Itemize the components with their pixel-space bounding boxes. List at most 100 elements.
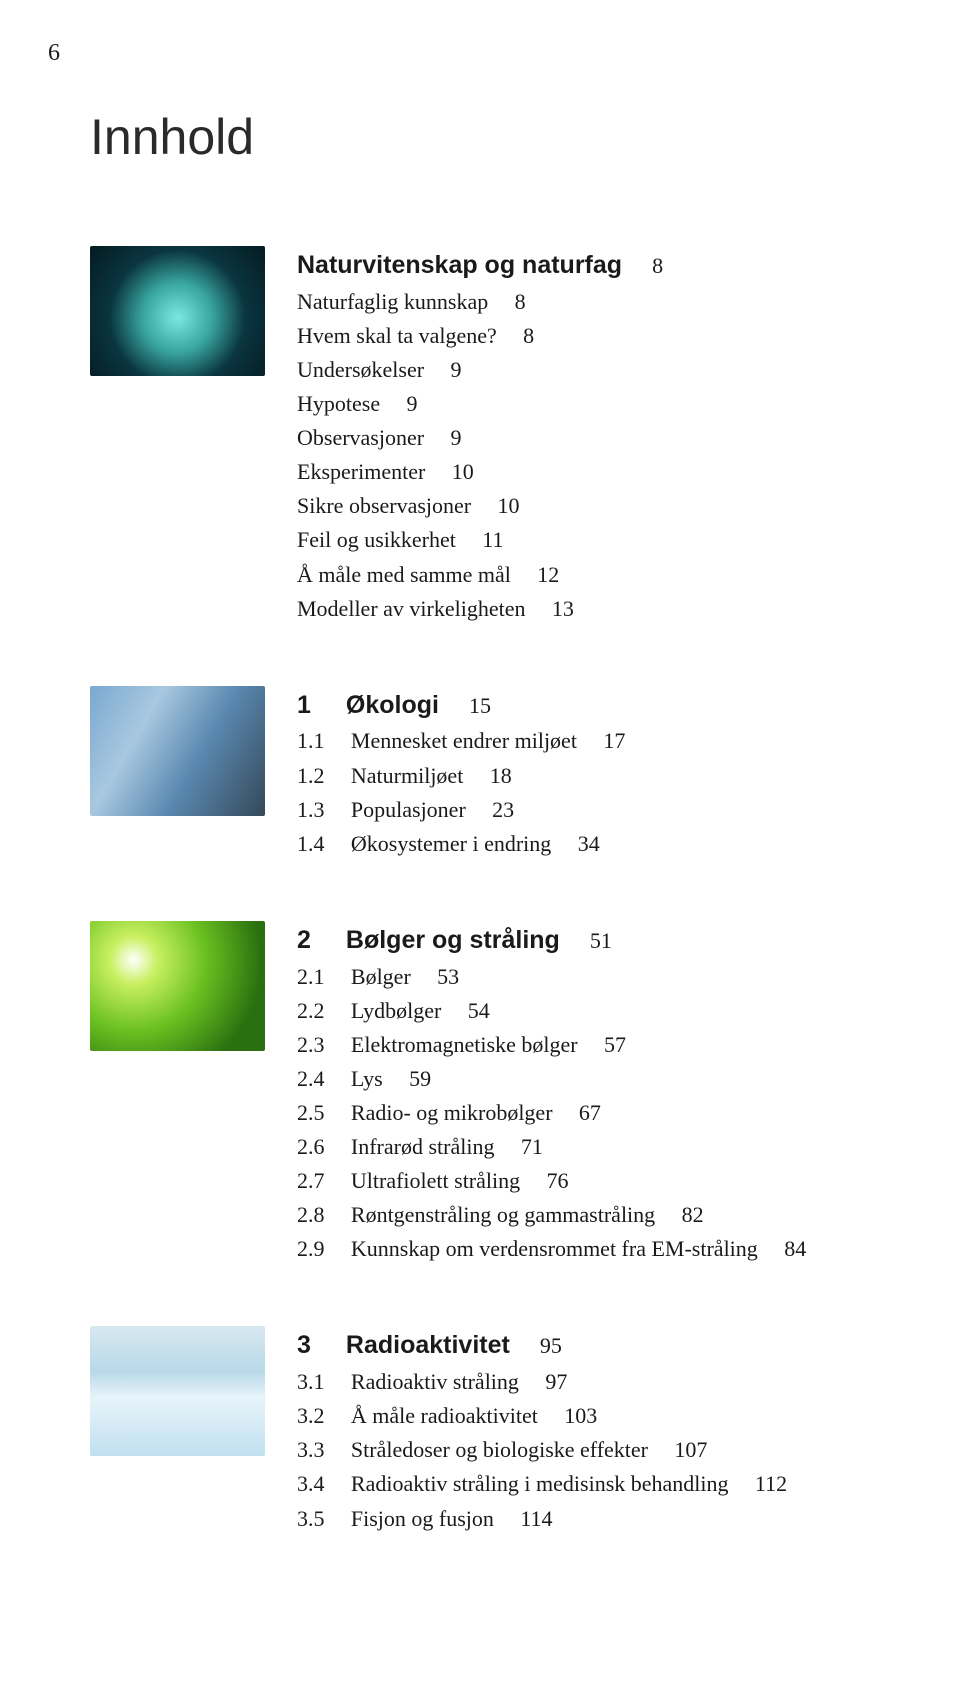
chapter-page: 51 [590,928,612,953]
toc-row: 3.1 Radioaktiv stråling 97 [297,1365,870,1399]
chapter-number: 3 [297,1331,311,1359]
row-label: Mennesket endrer miljøet [351,728,577,753]
chapter-page: 8 [652,253,663,278]
row-number: 2.1 [297,964,325,989]
toc-section: Naturvitenskap og naturfag8Naturfaglig k… [90,246,870,626]
page-number: 6 [48,40,60,67]
row-page: 8 [515,289,526,314]
row-number: 3.2 [297,1403,325,1428]
row-number: 3.4 [297,1471,325,1496]
toc-section: 2Bølger og stråling512.1Bølger532.2Lydbø… [90,921,870,1267]
toc-row: 2.3Elektromagnetiske bølger57 [297,1028,870,1062]
toc-section: 3 Radioaktivitet 95 3.1 Radioaktiv stråling 9… [90,1326,870,1535]
row-number: 2.3 [297,1032,325,1057]
row-page: 11 [482,527,503,552]
toc-row: 1.4Økosystemer i endring34 [297,827,870,861]
row-label: Sikre observasjoner [297,493,471,518]
row-page: 13 [552,596,574,621]
row-page: 53 [437,964,459,989]
toc-row: Å måle med samme mål 12 [297,558,870,592]
row-label: Hvem skal ta valgene? [297,323,497,348]
row-page: 59 [409,1066,431,1091]
row-page: 71 [521,1134,543,1159]
toc-row: Hypotese 9 [297,387,870,421]
toc-row: Modeller av virkeligheten 13 [297,592,870,626]
section-thumbnail [90,1326,265,1456]
row-page: 67 [579,1100,601,1125]
row-label: Infrarød stråling [351,1134,495,1159]
row-number: 3.5 [297,1506,325,1531]
section-thumbnail [90,246,265,376]
row-page: 76 [547,1168,569,1193]
toc-row: Observasjoner 9 [297,421,870,455]
section-content: 3 Radioaktivitet 95 3.1 Radioaktiv stråling 9… [297,1326,870,1535]
row-page: 10 [498,493,520,518]
row-page: 34 [578,831,600,856]
row-label: Å måle med samme mål [297,562,511,587]
row-number: 2.9 [297,1236,325,1261]
toc-row: 2.5Radio- og mikrobølger67 [297,1096,870,1130]
row-label: Observasjoner [297,425,424,450]
row-number: 2.4 [297,1066,325,1091]
row-page: 9 [406,391,417,416]
chapter-heading: 1Økologi15 [297,686,870,725]
chapter-heading: 2Bølger og stråling51 [297,921,870,960]
row-page: 97 [545,1369,567,1394]
row-number: 3.1 [297,1369,325,1394]
section-content: 1Økologi151.1Mennesket endrer miljøet171… [297,686,870,861]
row-label: Røntgenstråling og gammastråling [351,1202,655,1227]
row-label: Naturmiljøet [351,763,463,788]
toc-row: 2.8Røntgenstråling og gammastråling82 [297,1198,870,1232]
row-page: 82 [682,1202,704,1227]
toc-row: 1.2Naturmiljøet18 [297,759,870,793]
toc-row: 2.2Lydbølger54 [297,994,870,1028]
toc-row: Naturfaglig kunnskap 8 [297,285,870,319]
chapter-page: 95 [540,1333,562,1358]
row-page: 9 [450,357,461,382]
row-label: Fisjon og fusjon [351,1506,494,1531]
row-page: 8 [523,323,534,348]
chapter-page: 15 [469,693,491,718]
row-page: 10 [452,459,474,484]
row-page: 107 [674,1437,707,1462]
section-content: Naturvitenskap og naturfag8Naturfaglig k… [297,246,870,626]
toc-row: 2.1Bølger53 [297,960,870,994]
row-label: Økosystemer i endring [351,831,551,856]
toc-row: 2.9 Kunnskap om verdensrommet fra EM-strå… [297,1232,870,1266]
row-label: Ultrafiolett stråling [351,1168,520,1193]
row-label: Stråledoser og biologiske effekter [351,1437,648,1462]
row-label: Kunnskap om verdensrommet fra EM-strålin… [351,1236,758,1261]
row-page: 12 [537,562,559,587]
row-label: Feil og usikkerhet [297,527,456,552]
row-page: 23 [492,797,514,822]
row-label: Eksperimenter [297,459,425,484]
row-number: 3.3 [297,1437,325,1462]
row-label: Lydbølger [351,998,441,1023]
row-label: Modeller av virkeligheten [297,596,525,621]
row-page: 17 [603,728,625,753]
row-number: 1.2 [297,763,325,788]
toc-row: 1.3Populasjoner23 [297,793,870,827]
row-page: 54 [468,998,490,1023]
row-page: 9 [450,425,461,450]
toc-row: Sikre observasjoner 10 [297,489,870,523]
chapter-heading: 3 Radioaktivitet 95 [297,1326,870,1365]
toc-row: 1.1Mennesket endrer miljøet17 [297,724,870,758]
row-label: Radioaktiv stråling [351,1369,519,1394]
page-title: Innhold [90,108,870,166]
chapter-heading: Naturvitenskap og naturfag8 [297,246,870,285]
chapter-label: Økologi [346,691,439,719]
row-page: 57 [604,1032,626,1057]
row-label: Radio- og mikrobølger [351,1100,553,1125]
toc-row: Undersøkelser 9 [297,353,870,387]
row-label: Undersøkelser [297,357,424,382]
row-number: 2.6 [297,1134,325,1159]
row-label: Hypotese [297,391,380,416]
chapter-label: Radioaktivitet [346,1331,510,1359]
row-page: 84 [784,1236,806,1261]
row-label: Radioaktiv stråling i medisinsk behandli… [351,1471,729,1496]
row-number: 1.3 [297,797,325,822]
row-label: Naturfaglig kunnskap [297,289,488,314]
toc-row: Eksperimenter 10 [297,455,870,489]
toc-row: 2.4Lys59 [297,1062,870,1096]
